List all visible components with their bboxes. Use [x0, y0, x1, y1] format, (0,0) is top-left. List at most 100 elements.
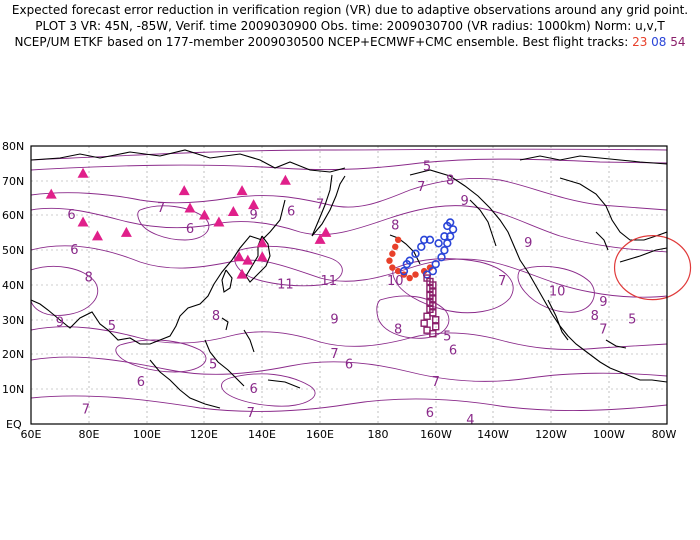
track-08-point: [417, 242, 426, 251]
contour-label: 8: [591, 309, 599, 324]
contour-label: 9: [460, 194, 468, 209]
track-23-point: [420, 267, 428, 275]
contour-label: 7: [247, 406, 255, 421]
track-08-point: [445, 232, 455, 241]
contour-label: 8: [394, 323, 402, 338]
contour-label: 11: [277, 278, 294, 293]
lon-label: 120E: [190, 428, 218, 440]
track-08-point: [440, 232, 449, 241]
contour-label: 5: [443, 330, 451, 345]
contour-label: 9: [56, 316, 64, 331]
latitude-axis-labels: 80N 70N 60N 50N 40N 30N 20N 10N EQ: [2, 140, 24, 431]
track-08-label: 08: [651, 35, 667, 49]
triangle-marker: [184, 202, 196, 213]
track-23-point: [389, 250, 396, 257]
track-54-point: [429, 295, 437, 303]
lon-label: 140W: [477, 428, 509, 440]
contour-label: 5: [423, 159, 431, 174]
contour-label: 8: [212, 309, 220, 324]
track-54-label: 54: [670, 35, 686, 49]
contour-label: 8: [391, 218, 399, 233]
track-08-point: [428, 266, 438, 276]
contour-label: 6: [70, 243, 78, 258]
track-23-point: [386, 257, 393, 264]
track-54-point: [429, 302, 437, 310]
contour-label: 6: [449, 344, 457, 359]
track-54-point: [429, 309, 437, 317]
flight-track-54: [420, 274, 440, 338]
triangle-marker: [198, 209, 210, 220]
track-54-point: [429, 329, 437, 338]
track-08-point: [448, 225, 458, 234]
contour-label: 8: [446, 173, 454, 188]
contour-label: 7: [498, 274, 506, 289]
contour-label: 7: [82, 403, 90, 418]
contour-label: 6: [249, 382, 257, 397]
verification-region-outline: [613, 235, 692, 301]
contour-label: 7: [417, 180, 425, 195]
track-23-point: [406, 274, 413, 282]
contour-label: 6: [345, 357, 353, 372]
contour-label: 6: [186, 222, 194, 237]
lat-label: 40N: [2, 279, 24, 292]
track-54-point: [432, 323, 440, 331]
contour-label: 6: [426, 406, 434, 421]
plot-subtitle-ensemble: NCEP/UM ETKF based on 177-member 2009030…: [0, 35, 700, 50]
lat-label: 70N: [2, 175, 24, 188]
triangle-marker: [77, 167, 89, 178]
lon-label: 80W: [652, 428, 677, 440]
contour-label: 10: [549, 284, 566, 299]
track-08-point: [440, 246, 449, 255]
contour-label: 7: [316, 198, 324, 213]
triangle-marker: [227, 206, 239, 217]
track-54-point: [429, 288, 437, 296]
track-23-point: [412, 271, 419, 278]
contour-label: 7: [157, 201, 165, 216]
triangle-marker: [91, 230, 103, 241]
lon-label: 160E: [306, 428, 334, 440]
contour-label: 11: [320, 274, 337, 289]
contour-label: 9: [330, 312, 338, 327]
contour-label: 6: [67, 208, 75, 223]
contour-label: 7: [599, 323, 607, 338]
track-08-point: [445, 218, 455, 227]
triangle-marker: [314, 233, 326, 244]
contour-label: 6: [287, 205, 295, 220]
lon-label: 80E: [79, 428, 100, 440]
contour-label: 5: [108, 319, 116, 334]
contour-label: 7: [432, 375, 440, 390]
track-08-point: [434, 239, 443, 248]
plot-subtitle-verification: PLOT 3 VR: 45N, -85W, Verif. time 200903…: [35, 19, 665, 33]
lon-label: 120W: [535, 428, 567, 440]
track-08-point: [419, 235, 429, 245]
contour-label: 9: [524, 236, 532, 251]
track-08-point: [443, 239, 452, 248]
lat-label: 20N: [2, 348, 24, 361]
track-08-point: [437, 253, 446, 262]
triangle-marker: [178, 185, 190, 196]
lat-label: 10N: [2, 383, 24, 396]
contour-label: 4: [466, 413, 474, 428]
track-08-point: [431, 259, 440, 269]
track-54-point: [420, 319, 428, 327]
lat-label: 30N: [2, 314, 24, 327]
track-54-point: [432, 316, 440, 324]
triangle-marker: [45, 188, 57, 199]
contour-label: 8: [85, 271, 93, 286]
contour-label: 10: [387, 274, 404, 289]
track-23-label: 23: [632, 35, 648, 49]
longitude-axis-labels: 60E 80E 100E 120E 140E 160E 180 160W 140…: [21, 428, 677, 440]
contour-label: 6: [137, 375, 145, 390]
lon-label: 160W: [420, 428, 452, 440]
triangle-marker: [248, 199, 260, 210]
triangle-marker: [256, 251, 268, 262]
lat-label: 50N: [2, 244, 24, 257]
track-23-point: [394, 267, 402, 275]
lat-label: 60N: [2, 209, 24, 222]
triangle-marker: [120, 226, 132, 237]
triangle-marker: [256, 237, 268, 248]
track-23-point: [389, 264, 396, 271]
track-23-point: [426, 264, 434, 271]
track-54-point: [429, 281, 437, 289]
